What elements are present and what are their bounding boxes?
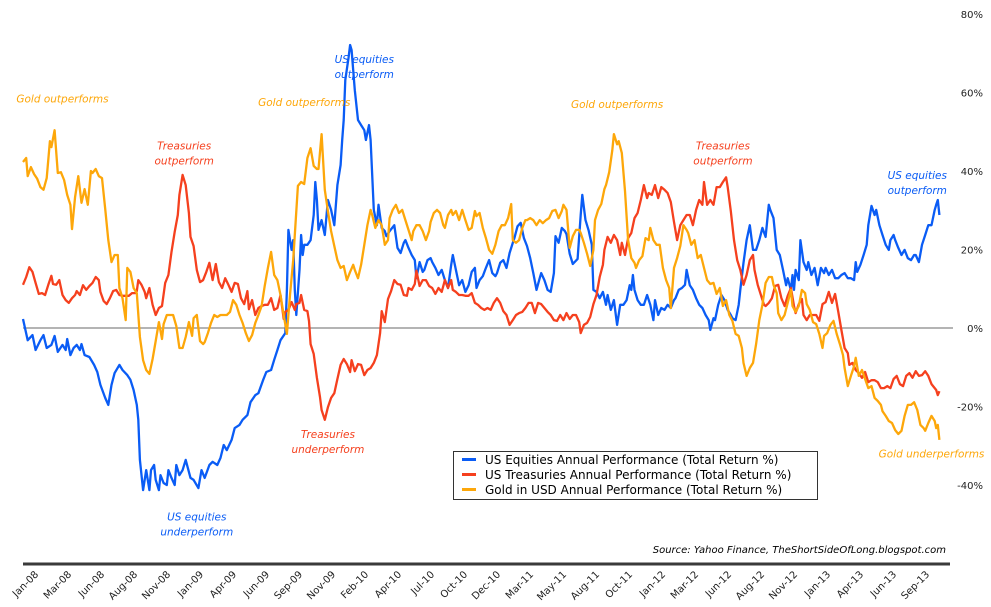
annotation-label: Treasuries underperform [292,429,365,456]
x-tick-label: Mar-11 [504,569,536,601]
x-tick-label: Jul-10 [409,569,438,598]
legend: US Equities Annual Performance (Total Re… [453,451,818,500]
x-tick-label: Jan-08 [10,569,41,600]
annotation-label: US equities underperform [160,511,233,538]
series-group [21,43,941,492]
x-tick-label: Nov-08 [140,569,173,602]
annotations: Gold outperforms Treasuries outperform US e… [16,54,985,538]
x-tick-label: Apr-09 [208,569,239,600]
annotation-label: Treasuries outperform [693,140,752,167]
x-tick-label: Oct-11 [604,569,636,601]
legend-swatch-treasuries [462,473,476,476]
x-tick-label: Jun-08 [76,569,107,600]
y-axis: 80% 60% 40% 20% 0% -20% -40% [957,10,983,492]
x-tick-label: Jun-13 [868,569,899,600]
x-tick-label: Jan-13 [802,569,833,600]
legend-label-gold: Gold in USD Annual Performance (Total Re… [485,482,783,497]
annotation-label: Gold outperforms [258,97,351,109]
annotation-label: US equities outperform [335,54,395,81]
x-tick-label: Sep-09 [272,569,305,602]
legend-label-equities: US Equities Annual Performance (Total Re… [485,452,779,467]
annotation-label: Gold outperforms [571,99,664,111]
x-tick-label: Nov-12 [767,569,800,602]
x-tick-label: Feb-10 [339,569,371,601]
x-axis: Jan-08 Mar-08 Jun-08 Aug-08 Nov-08 Jan-09 Apr-… [10,569,932,603]
annotation-label: Gold outperforms [16,93,109,105]
x-tick-label: Jun-09 [241,569,272,600]
legend-item-gold: Gold in USD Annual Performance (Total Re… [454,482,817,497]
legend-swatch-equities [462,458,476,461]
series-line-gold [22,129,941,441]
x-tick-label: Nov-09 [305,569,338,602]
x-tick-label: Mar-08 [42,569,74,601]
annotation-label: Treasuries outperform [155,140,214,167]
y-tick-label: 0% [967,324,983,335]
y-tick-label: 40% [961,167,983,178]
y-tick-label: -20% [957,403,983,414]
x-tick-label: Mar-12 [669,569,701,601]
legend-item-treasuries: US Treasuries Annual Performance (Total … [454,467,817,482]
x-tick-label: May-11 [535,569,569,603]
x-tick-label: Sep-13 [899,569,932,602]
legend-label-treasuries: US Treasuries Annual Performance (Total … [485,467,792,482]
series-line-us-treasuries [21,173,941,421]
y-tick-label: 20% [961,246,983,257]
x-tick-label: Dec-10 [470,569,503,602]
x-tick-label: Oct-10 [439,569,471,601]
y-tick-label: -40% [957,481,983,492]
x-tick-label: Jan-09 [175,569,206,600]
x-tick-label: Apr-10 [373,569,404,600]
x-tick-label: Aug-11 [569,569,602,602]
annotation-label: Gold underperforms [879,449,985,461]
legend-item-equities: US Equities Annual Performance (Total Re… [454,452,817,467]
series-line-us-equities [21,43,941,492]
x-tick-label: Aug-08 [107,569,140,602]
x-tick-label: Apr-13 [835,569,866,600]
legend-swatch-gold [462,488,476,491]
x-tick-label: Jan-12 [637,569,668,600]
annotation-label: US equities outperform [888,170,948,197]
x-tick-label: Jun-12 [703,569,734,600]
y-tick-label: 60% [961,89,983,100]
source-note: Source: Yahoo Finance, TheShortSideOfLon… [652,545,946,556]
y-tick-label: 80% [961,10,983,21]
x-tick-label: Aug-12 [734,569,767,602]
